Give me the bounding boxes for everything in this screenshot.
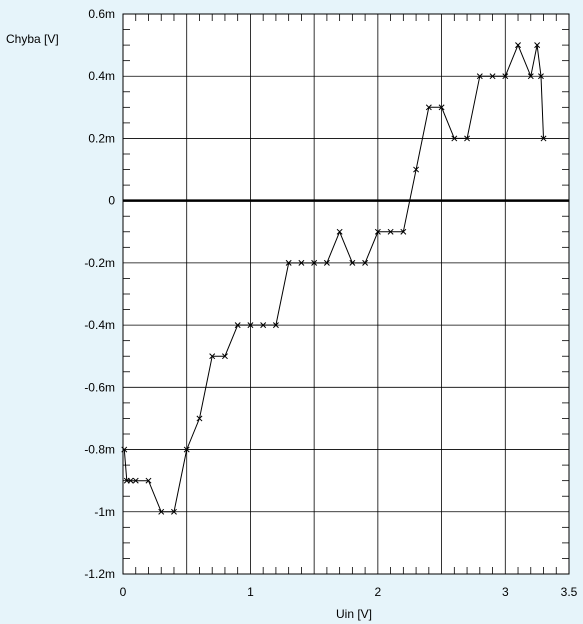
data-point-marker-b xyxy=(362,259,369,266)
data-point-marker-b xyxy=(285,259,292,266)
data-point-marker-b xyxy=(476,73,483,80)
x-tick-labels: 0 1 2 3 3.5 xyxy=(120,585,578,599)
data-point-marker-b xyxy=(183,446,190,453)
data-point-marker-b xyxy=(311,259,318,266)
x-tick-label-2: 1 xyxy=(247,585,254,599)
data-point-marker-b xyxy=(234,322,241,329)
data-point-3 xyxy=(132,477,139,484)
series xyxy=(121,42,547,515)
data-point-marker-b xyxy=(400,228,407,235)
data-point-marker-b xyxy=(221,353,228,360)
data-point-6 xyxy=(171,508,177,515)
data-point-13 xyxy=(260,322,267,329)
data-point-30 xyxy=(476,73,483,80)
data-point-marker-b xyxy=(464,135,471,142)
data-point-marker-b xyxy=(527,73,534,80)
minor-ticks xyxy=(123,14,569,574)
data-point-marker-b xyxy=(438,104,445,111)
data-point-marker-b xyxy=(425,104,432,111)
x-tick-label-0: 0 xyxy=(120,585,127,599)
data-point-marker-b xyxy=(538,73,544,80)
data-point-9 xyxy=(209,353,216,360)
data-point-7 xyxy=(183,446,190,453)
data-point-marker-b xyxy=(260,322,267,329)
data-point-37 xyxy=(540,135,547,142)
data-point-marker-b xyxy=(515,42,521,49)
y-tick-label-3: 0 xyxy=(108,194,115,208)
data-point-21 xyxy=(362,259,369,266)
data-point-marker-b xyxy=(196,415,203,422)
data-point-31 xyxy=(489,73,496,80)
y-tick-label-5: -0.4m xyxy=(84,318,115,332)
y-axis-title: Chyba [V] xyxy=(6,32,59,46)
data-point-15 xyxy=(285,259,292,266)
data-point-marker-b xyxy=(209,353,216,360)
data-point-marker-b xyxy=(132,477,139,484)
data-point-16 xyxy=(298,259,305,266)
data-point-8 xyxy=(196,415,203,422)
data-point-29 xyxy=(464,135,471,142)
data-point-marker-b xyxy=(336,228,343,235)
data-point-5 xyxy=(158,508,165,515)
data-point-32 xyxy=(502,73,509,80)
y-tick-label-6: -0.6m xyxy=(84,380,115,394)
plot-frame xyxy=(122,13,570,575)
data-point-24 xyxy=(400,228,407,235)
data-point-33 xyxy=(515,42,521,49)
data-point-marker-b xyxy=(298,259,305,266)
data-point-marker-b xyxy=(489,73,496,80)
data-point-34 xyxy=(527,73,534,80)
series-line-0 xyxy=(123,43,544,513)
x-axis-title: Uin [V] xyxy=(336,607,372,621)
data-point-marker-b xyxy=(323,259,330,266)
data-point-20 xyxy=(349,259,356,266)
y-tick-label-8: -1m xyxy=(94,505,115,519)
data-point-35 xyxy=(534,42,541,49)
x-tick-label-4: 2 xyxy=(375,585,382,599)
data-point-18 xyxy=(323,259,330,266)
data-point-14 xyxy=(272,322,279,329)
data-point-4 xyxy=(145,477,152,484)
data-point-marker-b xyxy=(349,259,356,266)
data-point-marker-b xyxy=(145,477,152,484)
x-tick-label-7: 3.5 xyxy=(561,585,578,599)
data-point-25 xyxy=(413,166,420,173)
data-point-marker-b xyxy=(158,508,165,515)
y-tick-label-2: 0.2m xyxy=(88,131,115,145)
data-point-11 xyxy=(234,322,241,329)
data-point-26 xyxy=(425,104,432,111)
data-point-2 xyxy=(127,477,134,484)
data-point-marker-b xyxy=(534,42,541,49)
y-tick-label-0: 0.6m xyxy=(88,7,115,21)
data-point-marker-b xyxy=(502,73,509,80)
data-point-27 xyxy=(438,104,445,111)
data-point-10 xyxy=(221,353,228,360)
data-point-marker-b xyxy=(387,228,394,235)
data-point-marker-b xyxy=(374,228,381,235)
data-point-23 xyxy=(387,228,394,235)
data-point-marker-b xyxy=(247,322,254,329)
data-point-22 xyxy=(374,228,381,235)
data-point-marker-b xyxy=(540,135,547,142)
data-point-marker-b xyxy=(413,166,420,173)
data-point-12 xyxy=(247,322,254,329)
y-tick-labels: 0.6m 0.4m 0.2m 0 -0.2m -0.4m -0.6m -0.8m -1m -1.2… xyxy=(84,7,115,581)
y-tick-label-4: -0.2m xyxy=(84,256,115,270)
y-tick-label-9: -1.2m xyxy=(84,567,115,581)
data-point-19 xyxy=(336,228,343,235)
data-point-marker-b xyxy=(451,135,458,142)
y-tick-label-7: -0.8m xyxy=(84,443,115,457)
data-point-28 xyxy=(451,135,458,142)
data-point-17 xyxy=(311,259,318,266)
data-point-marker-b xyxy=(171,508,177,515)
x-tick-label-6: 3 xyxy=(502,585,509,599)
data-point-marker-b xyxy=(272,322,279,329)
plot-area xyxy=(123,14,569,574)
data-point-36 xyxy=(538,73,544,80)
data-point-marker-b xyxy=(127,477,134,484)
y-tick-label-1: 0.4m xyxy=(88,69,115,83)
